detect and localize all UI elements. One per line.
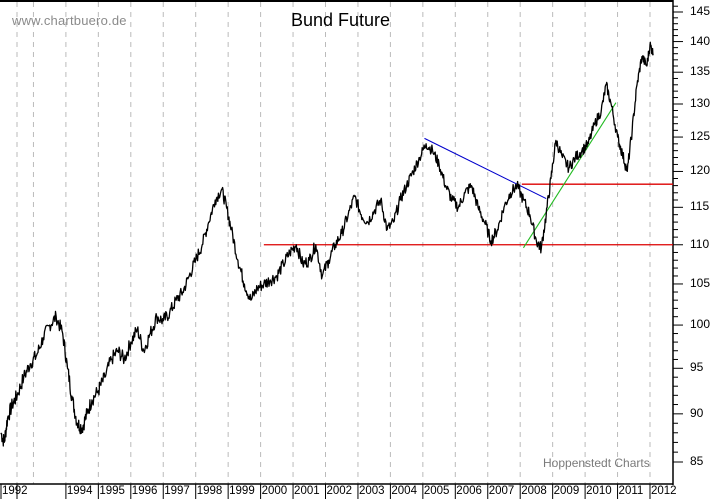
x-tick-label: 2005 xyxy=(423,485,450,497)
x-tick-label: 2011 xyxy=(618,485,644,497)
x-tick-label: 2008 xyxy=(521,485,547,497)
x-tick-label: 1992 xyxy=(2,485,28,497)
x-tick-label: 1995 xyxy=(99,485,125,497)
downtrend-trendline xyxy=(424,137,547,200)
chart-title: Bund Future xyxy=(291,10,391,30)
x-tick-label: 2006 xyxy=(456,485,482,497)
y-tick-label: 130 xyxy=(690,96,711,110)
price-line xyxy=(0,41,654,447)
y-tick-label: 100 xyxy=(690,317,711,332)
y-tick-label: 85 xyxy=(690,454,704,468)
x-axis-ticks xyxy=(0,484,651,499)
x-tick-label: 2001 xyxy=(294,485,320,497)
x-tick-label: 2000 xyxy=(261,485,288,497)
x-tick-label: 2012 xyxy=(651,485,677,497)
x-tick-label: 1999 xyxy=(229,485,255,497)
x-tick-label: 2009 xyxy=(553,485,580,497)
y-tick-label: 145 xyxy=(690,4,711,18)
y-tick-label: 125 xyxy=(690,129,711,144)
x-tick-label: 2003 xyxy=(358,485,385,497)
y-tick-label: 135 xyxy=(690,64,711,79)
y-tick-label: 105 xyxy=(690,275,711,290)
watermark: www.chartbuero.de xyxy=(12,13,127,28)
y-tick-label: 110 xyxy=(690,236,710,251)
x-tick-label: 2010 xyxy=(586,485,612,497)
x-tick-label: 2007 xyxy=(488,485,515,497)
y-tick-label: 90 xyxy=(690,405,704,420)
uptrend-trendline xyxy=(522,102,617,249)
y-tick-label: 140 xyxy=(690,33,711,48)
x-tick-label: 2002 xyxy=(326,485,353,497)
x-tick-label: 1996 xyxy=(131,485,158,497)
y-tick-label: 120 xyxy=(690,163,711,178)
y-tick-label: 115 xyxy=(690,199,710,214)
x-tick-label: 1998 xyxy=(196,485,223,497)
x-tick-label: 1994 xyxy=(66,485,93,497)
y-axis-ticks xyxy=(673,5,683,463)
vertical-grid-lines xyxy=(16,2,651,484)
y-tick-label: 95 xyxy=(690,360,704,375)
x-tick-label: 2004 xyxy=(391,485,417,497)
x-tick-label: 1997 xyxy=(164,485,190,497)
chart-annotations xyxy=(263,102,673,249)
source-credit: Hoppenstedt Charts xyxy=(543,456,650,470)
